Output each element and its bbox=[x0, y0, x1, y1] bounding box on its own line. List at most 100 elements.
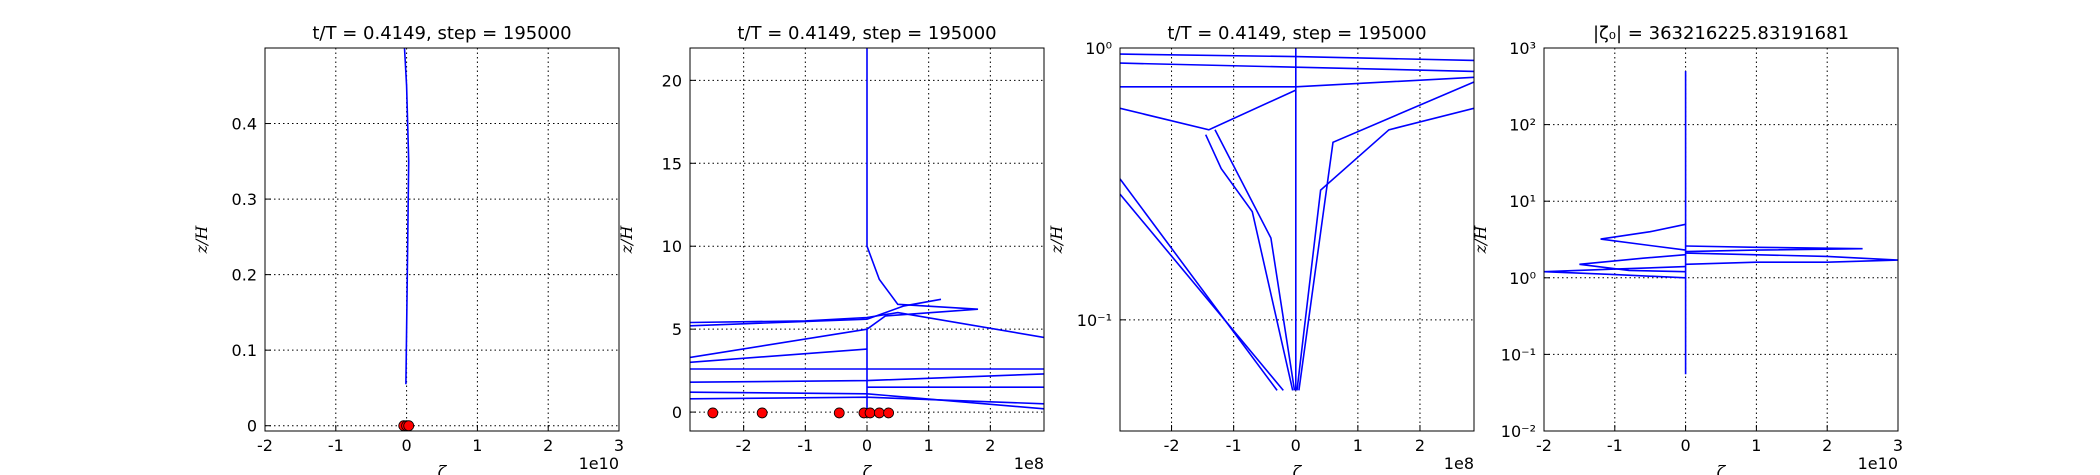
curve bbox=[690, 373, 1044, 383]
y-tick-label: 10¹ bbox=[1509, 192, 1536, 211]
x-tick-label: -1 bbox=[328, 436, 344, 455]
axes-frame bbox=[1543, 47, 1899, 432]
x-tick-label: 0 bbox=[1681, 436, 1691, 455]
curve bbox=[1120, 53, 1474, 62]
x-tick-label: 1 bbox=[924, 436, 934, 455]
y-tick-label: 10⁻¹ bbox=[1077, 311, 1112, 330]
offset-text: 1e10 bbox=[579, 454, 619, 473]
curve bbox=[1685, 252, 1898, 266]
curve bbox=[1120, 193, 1284, 391]
y-tick-label: 0.3 bbox=[232, 190, 257, 209]
curve bbox=[1120, 178, 1278, 391]
curve bbox=[1120, 89, 1297, 131]
x-tick-label: 0 bbox=[862, 436, 872, 455]
y-tick-label: 0.1 bbox=[232, 341, 257, 360]
y-tick-label: 10 bbox=[662, 237, 682, 256]
chart-title: t/T = 0.4149, step = 195000 bbox=[312, 23, 571, 44]
x-tick-label: -2 bbox=[736, 436, 752, 455]
y-tick-label: 10⁻² bbox=[1501, 422, 1536, 441]
curve bbox=[1214, 129, 1296, 391]
point bbox=[833, 407, 845, 419]
curve bbox=[690, 348, 868, 364]
y-tick-label: 0 bbox=[247, 417, 257, 436]
y-tick-label: 10⁰ bbox=[1509, 269, 1536, 288]
curve bbox=[690, 311, 1044, 339]
x-tick-label: 2 bbox=[1822, 436, 1832, 455]
x-axis-label: ζ bbox=[1293, 462, 1303, 475]
curve bbox=[690, 328, 868, 359]
curve bbox=[1296, 107, 1474, 391]
curve bbox=[1600, 223, 1686, 251]
y-axis-label: z/H bbox=[617, 225, 636, 255]
offset-text: 1e8 bbox=[1014, 454, 1044, 473]
axes-frame bbox=[264, 47, 620, 432]
point bbox=[883, 407, 894, 419]
axes-frame bbox=[1119, 47, 1475, 432]
x-tick-label: 0 bbox=[1291, 436, 1301, 455]
x-axis-label: ζ bbox=[438, 462, 448, 475]
curve bbox=[866, 48, 979, 413]
offset-text: 1e8 bbox=[1444, 454, 1474, 473]
y-axis-label: z/H bbox=[192, 225, 211, 255]
y-tick-label: 10³ bbox=[1509, 39, 1536, 58]
curve bbox=[403, 48, 410, 385]
x-tick-label: 3 bbox=[1893, 436, 1903, 455]
y-tick-label: 10⁰ bbox=[1085, 39, 1112, 58]
x-tick-label: 2 bbox=[1415, 436, 1425, 455]
x-tick-label: 3 bbox=[614, 436, 624, 455]
curve bbox=[690, 396, 1044, 405]
curve bbox=[1120, 76, 1474, 88]
curve bbox=[1579, 253, 1686, 273]
curve bbox=[1120, 62, 1474, 73]
curve bbox=[690, 391, 1044, 410]
chart-title: t/T = 0.4149, step = 195000 bbox=[737, 23, 996, 44]
chart-title: |ζ₀| = 363216225.83191681 bbox=[1593, 23, 1849, 44]
x-tick-label: -2 bbox=[1536, 436, 1552, 455]
x-axis-label: ζ bbox=[863, 462, 873, 475]
lines bbox=[1544, 71, 1898, 375]
point bbox=[864, 407, 876, 419]
x-tick-label: 0 bbox=[402, 436, 412, 455]
chart-title: t/T = 0.4149, step = 195000 bbox=[1167, 23, 1426, 44]
x-tick-label: 1 bbox=[1751, 436, 1761, 455]
y-tick-label: 0 bbox=[672, 403, 682, 422]
point bbox=[403, 420, 415, 432]
point bbox=[873, 407, 885, 419]
panel: -2 -1 0 1 2 3 0 0.1 0.2 0.3 0.4 t/T = 0.4149, step … bbox=[192, 23, 624, 475]
curve bbox=[1685, 245, 1863, 253]
point bbox=[707, 407, 719, 419]
point bbox=[756, 407, 768, 419]
y-axis-label: z/H bbox=[1047, 225, 1066, 255]
y-tick-label: 10² bbox=[1509, 116, 1536, 135]
x-tick-label: -1 bbox=[1226, 436, 1242, 455]
lines bbox=[1120, 48, 1474, 391]
y-tick-label: 0.2 bbox=[232, 266, 257, 285]
y-tick-label: 0.4 bbox=[232, 115, 257, 134]
y-tick-label: 10⁻¹ bbox=[1501, 345, 1536, 364]
y-axis-label: z/H bbox=[1471, 225, 1490, 255]
y-tick-label: 15 bbox=[662, 154, 682, 173]
x-tick-label: 2 bbox=[985, 436, 995, 455]
x-tick-label: 1 bbox=[472, 436, 482, 455]
x-tick-label: 1 bbox=[1353, 436, 1363, 455]
x-tick-label: -1 bbox=[797, 436, 813, 455]
y-tick-label: 20 bbox=[662, 71, 682, 90]
x-tick-label: -2 bbox=[257, 436, 273, 455]
curve bbox=[1204, 134, 1294, 391]
lines bbox=[690, 48, 1044, 413]
y-tick-label: 5 bbox=[672, 320, 682, 339]
offset-text: 1e10 bbox=[1858, 454, 1898, 473]
axes-frame bbox=[689, 47, 1045, 432]
x-tick-label: -1 bbox=[1607, 436, 1623, 455]
x-tick-label: -2 bbox=[1164, 436, 1180, 455]
panel: -2 -1 0 1 2 10⁻¹ 10⁰ t/T = 0.4149, step = 19500… bbox=[1047, 23, 1475, 475]
panel: -2 -1 0 1 2 3 10⁻² 10⁻¹ 10⁰ 10¹ 10² 10³ |ζ₀| = 36321… bbox=[1471, 23, 1903, 475]
curve bbox=[1298, 81, 1474, 391]
curve bbox=[690, 298, 942, 327]
x-tick-label: 2 bbox=[543, 436, 553, 455]
lines bbox=[403, 48, 410, 385]
x-axis-label: ζ bbox=[1717, 462, 1727, 475]
curve bbox=[1544, 265, 1686, 279]
